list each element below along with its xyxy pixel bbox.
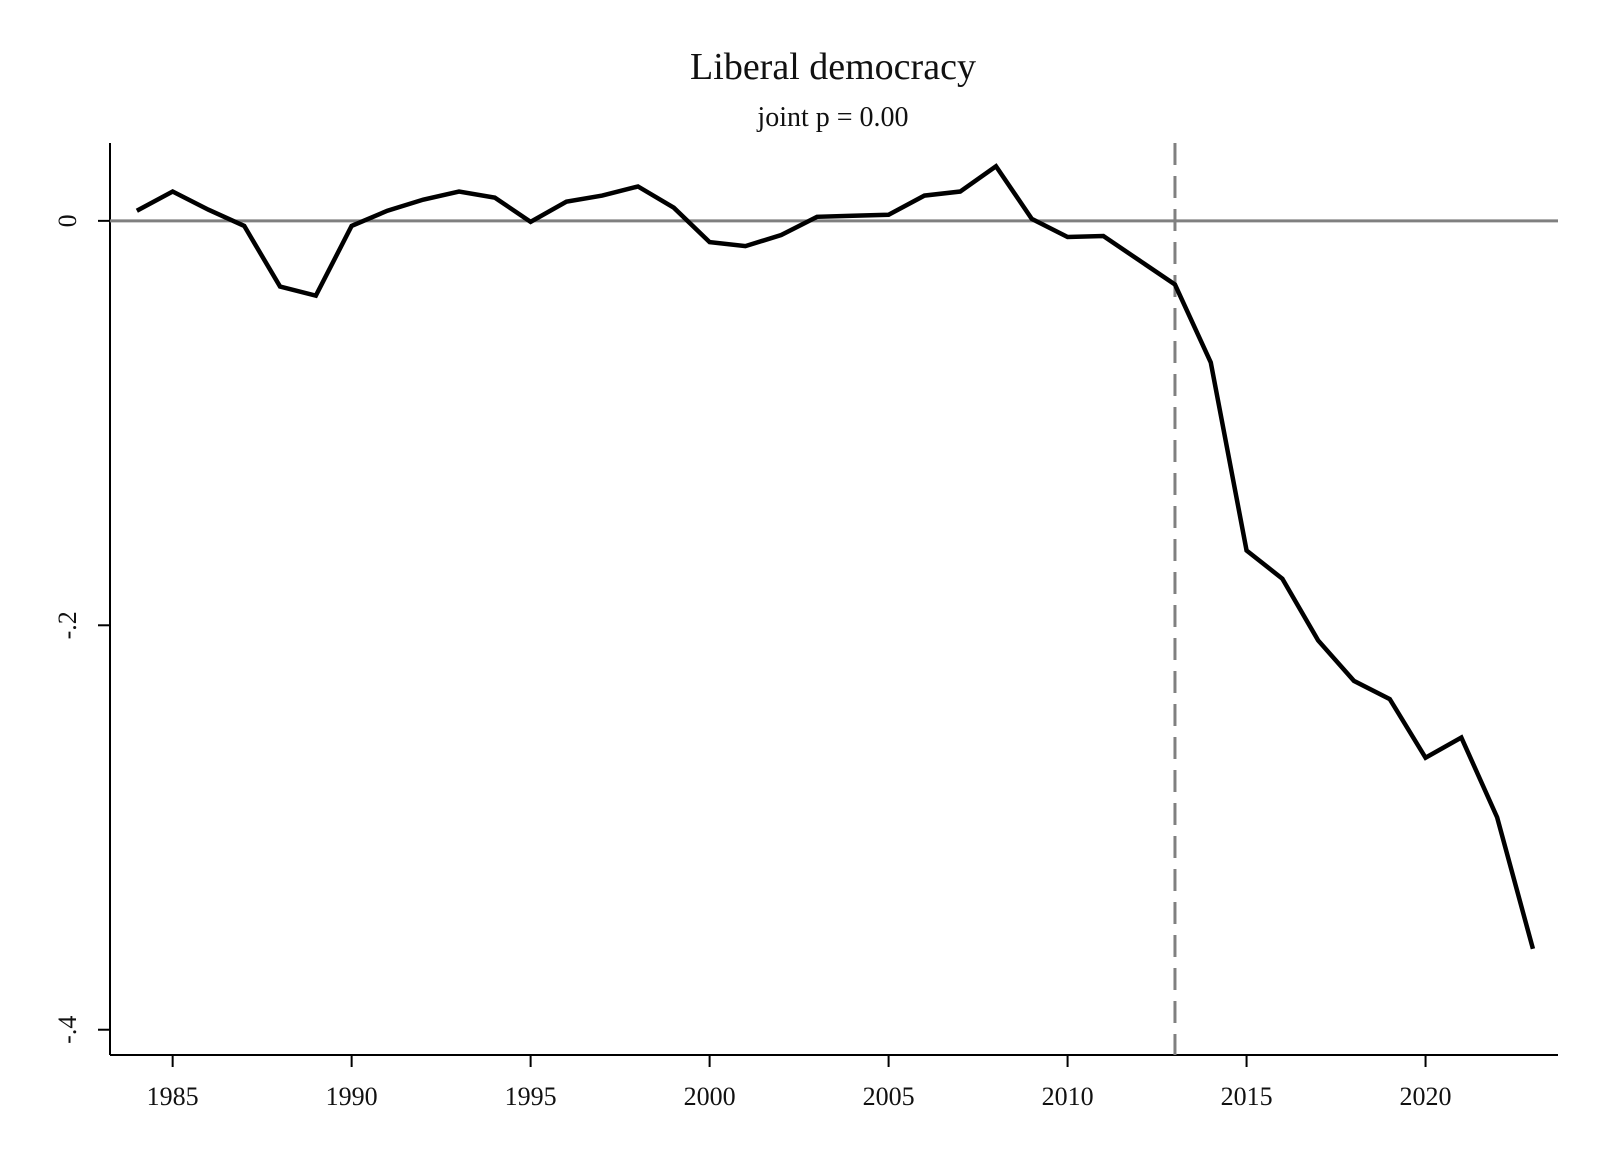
series-line — [135, 163, 1536, 950]
plot-area: 0 -.2 -.4 1985 1990 1995 2000 2005 2010 2015 2020 — [53, 143, 1558, 1111]
x-tick-label: 1985 — [147, 1082, 199, 1111]
x-tick-label: 2000 — [684, 1082, 736, 1111]
chart-subtitle: joint p = 0.00 — [756, 102, 908, 133]
y-tick-label: 0 — [53, 214, 82, 227]
chart-title: Liberal democracy — [690, 46, 976, 88]
x-tick-label: 2010 — [1042, 1082, 1094, 1111]
y-tick-label: -.2 — [53, 611, 82, 639]
x-tick-label: 2020 — [1400, 1082, 1452, 1111]
x-tick-label: 1995 — [505, 1082, 557, 1111]
x-tick-label: 2015 — [1221, 1082, 1273, 1111]
x-tick-label: 2005 — [863, 1082, 915, 1111]
x-tick-label: 1990 — [326, 1082, 378, 1111]
y-tick-label: -.4 — [53, 1016, 82, 1044]
